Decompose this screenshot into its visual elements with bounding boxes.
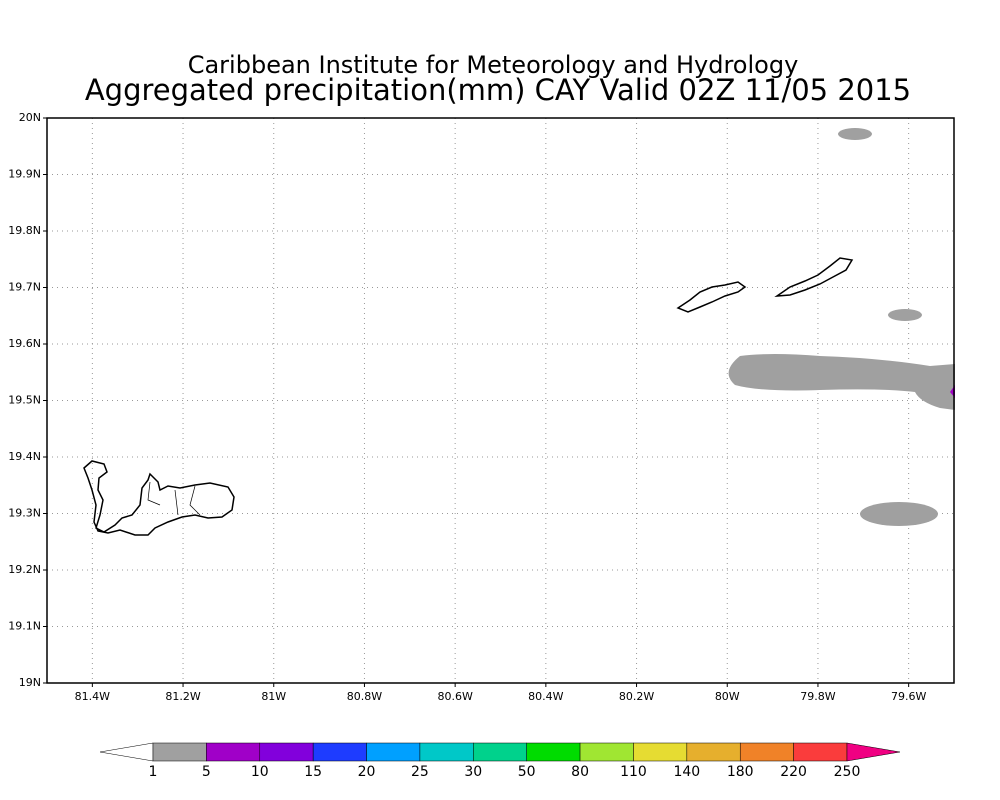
colorbar-extension	[99, 742, 154, 762]
colorbar-label: 1	[149, 764, 158, 780]
y-tick-label: 19.6N	[8, 337, 41, 350]
x-tick-label: 80.8W	[347, 690, 382, 703]
colorbar-box	[419, 742, 474, 762]
colorbar-label: 80	[571, 764, 589, 780]
axis-labels: 81.4W 81.2W 81W 80.8W 80.6W 80.4W 80.2W 80W 79.8…	[8, 111, 926, 703]
x-tick-label: 81W	[261, 690, 286, 703]
rain-area	[888, 309, 922, 321]
colorbar-box	[526, 742, 581, 762]
y-tick-label: 19.5N	[8, 394, 41, 407]
x-tick-label: 80W	[715, 690, 740, 703]
colorbar-label: 220	[780, 764, 807, 780]
colorbar-label: 250	[834, 764, 861, 780]
y-tick-label: 19.7N	[8, 281, 41, 294]
colorbar-label: 110	[620, 764, 647, 780]
y-tick-label: 19.3N	[8, 507, 41, 520]
x-tick-label: 80.2W	[619, 690, 654, 703]
colorbar-box	[152, 742, 207, 762]
y-tick-label: 19.9N	[8, 168, 41, 181]
district-border	[147, 481, 201, 516]
colorbar-box	[633, 742, 688, 762]
rain-area	[838, 128, 872, 140]
colorbar-label: 10	[251, 764, 269, 780]
x-tick-label: 81.2W	[165, 690, 200, 703]
x-tick-label: 80.4W	[528, 690, 563, 703]
grand-cayman	[83, 460, 235, 536]
colorbar-label: 180	[727, 764, 754, 780]
colorbar-box	[206, 742, 261, 762]
title: Caribbean Institute for Meteorology and …	[188, 51, 799, 79]
rain-area	[860, 502, 938, 526]
colorbar-label: 50	[518, 764, 536, 780]
colorbar-label: 140	[673, 764, 700, 780]
grid	[47, 117, 954, 684]
colorbar-label: 20	[358, 764, 376, 780]
y-tick-label: 19.8N	[8, 224, 41, 237]
colorbar-box	[579, 742, 634, 762]
colorbar-box	[259, 742, 314, 762]
colorbar-box	[739, 742, 794, 762]
colorbar-box	[366, 742, 421, 762]
colorbar-box	[686, 742, 741, 762]
rain-area	[728, 354, 955, 410]
colorbar-extension	[846, 742, 901, 762]
colorbar-label: 5	[202, 764, 211, 780]
y-tick-label: 19.4N	[8, 450, 41, 463]
y-tick-label: 19.1N	[8, 620, 41, 633]
colorbar: 1 5 10 15 20 25 30 50 80 110 140 180 220 250	[99, 742, 901, 780]
little-cayman	[676, 281, 747, 313]
colorbar-box	[793, 742, 848, 762]
colorbar-label: 25	[411, 764, 429, 780]
subtitle: Aggregated precipitation(mm) CAY Valid 0…	[85, 73, 911, 107]
colorbar-label: 15	[304, 764, 322, 780]
x-tick-label: 80.6W	[437, 690, 472, 703]
precipitation	[728, 128, 955, 526]
colorbar-label: 30	[464, 764, 482, 780]
y-tick-label: 20N	[19, 111, 41, 124]
islands	[83, 257, 854, 536]
y-tick-label: 19.2N	[8, 563, 41, 576]
x-tick-label: 79.6W	[891, 690, 926, 703]
x-tick-label: 79.8W	[800, 690, 835, 703]
x-tick-label: 81.4W	[75, 690, 110, 703]
colorbar-box	[312, 742, 367, 762]
colorbar-box	[473, 742, 527, 762]
cayman-brac	[774, 257, 854, 297]
y-tick-label: 19N	[19, 676, 41, 689]
